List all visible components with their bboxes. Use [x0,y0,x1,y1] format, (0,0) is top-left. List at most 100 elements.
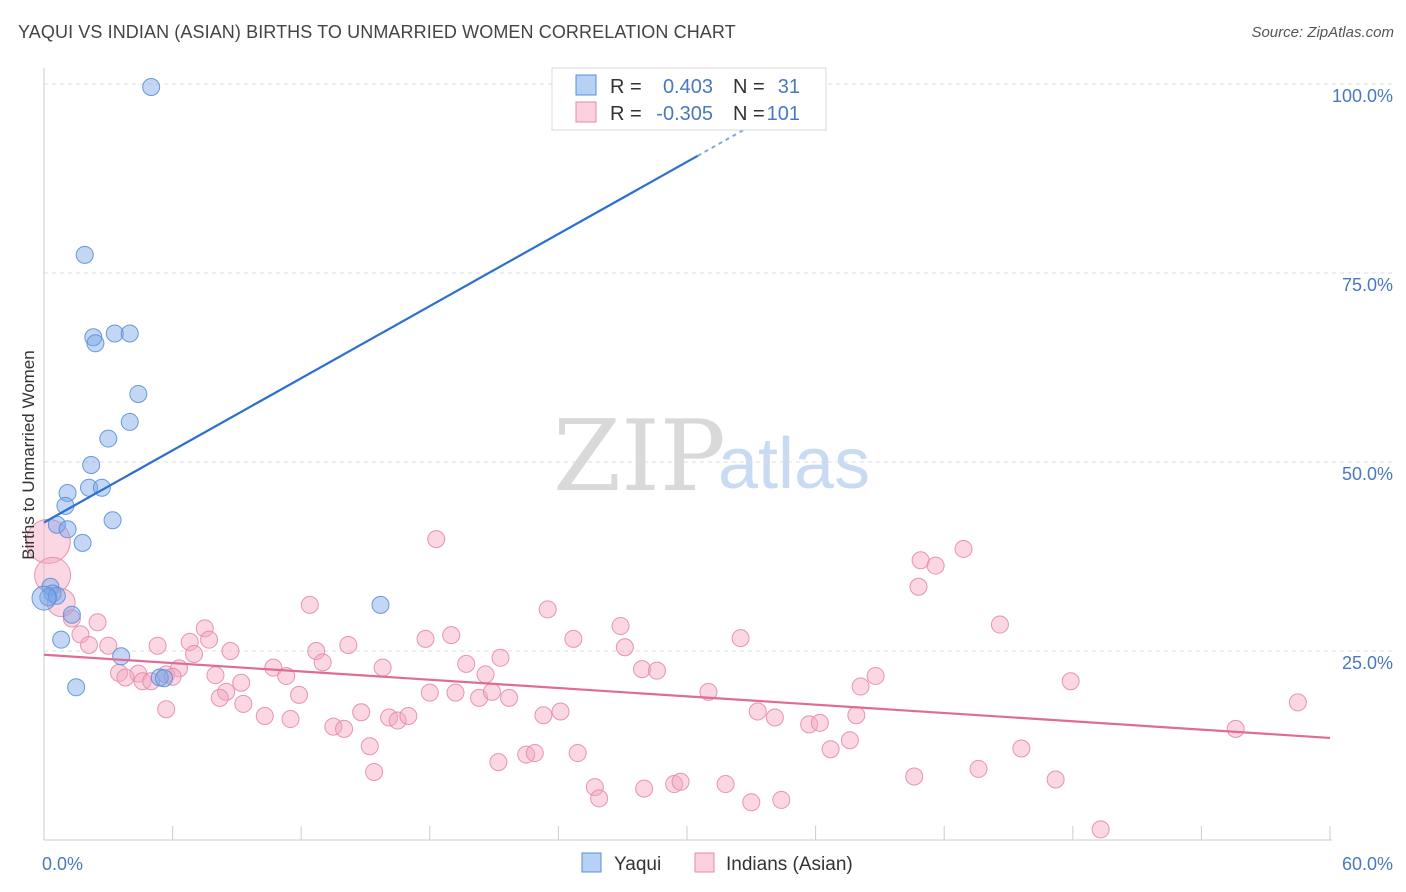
series-indians-asian [25,518,1307,839]
legend-swatch-yaqui [575,74,597,96]
trend-line-yaqui-extension [697,124,752,157]
trend-lines [43,124,1331,740]
indians-point-75 [742,793,761,812]
indians-point-97 [1226,719,1245,738]
bottom-legend-swatch-yaqui [581,852,602,873]
indians-point-54 [500,688,519,707]
yaqui-point-1 [75,245,94,264]
indians-point-1 [34,556,72,594]
tick-labels: 25.0% 50.0% 75.0% 100.0% 0.0% 60.0% [42,86,1393,874]
indians-point-37 [352,703,371,722]
indians-point-92 [990,615,1009,634]
bottom-legend-swatch-indians [694,852,715,873]
indians-point-52 [482,682,501,701]
indians-point-44 [416,629,435,648]
grid-lines [44,83,1392,652]
legend-n-value-2: 101 [767,103,800,125]
indians-point-95 [1061,672,1080,691]
indians-point-40 [373,658,392,677]
indians-point-34 [339,635,358,654]
indians-point-25 [157,700,176,719]
legend-r-value-2: -0.305 [656,103,713,125]
indians-point-11 [200,630,219,649]
legend-n-label-2: N = [733,103,765,125]
bottom-legend-label-yaqui: Yaqui [614,854,661,875]
y-axis-label: Births to Unmarried Women [19,350,38,559]
watermark-atlas: atlas [718,424,870,504]
indians-point-36 [335,719,354,738]
legend-r-label-1: R = [610,76,642,98]
indians-point-93 [1012,739,1031,758]
y-tick-label-0: 25.0% [1342,653,1393,673]
yaqui-point-6 [129,384,148,403]
yaqui-point-0 [142,78,161,97]
indians-point-94 [1046,770,1065,789]
indians-point-51 [476,665,495,684]
indians-point-60 [551,702,570,721]
legend-swatch-indians [575,101,597,123]
indians-point-12 [221,642,240,660]
indians-point-43 [399,707,418,726]
indians-point-63 [585,778,604,797]
yaqui-point-14 [103,511,122,530]
indians-point-7 [99,636,118,655]
yaqui-point-29 [371,595,390,614]
indians-point-23 [210,688,229,707]
indians-point-4 [88,613,107,632]
indians-point-38 [360,737,379,756]
indians-point-71 [671,772,690,791]
y-tick-label-2: 75.0% [1342,275,1393,295]
indians-point-3 [62,609,81,628]
yaqui-point-27 [155,669,174,688]
watermark: ZIP atlas [553,400,870,514]
y-tick-label-3: 100.0% [1332,86,1393,106]
indians-point-53 [491,648,510,667]
indians-point-17 [116,668,135,687]
indians-point-61 [564,629,583,648]
indians-point-39 [365,762,384,781]
indians-point-62 [568,744,587,763]
indians-point-90 [905,767,924,786]
indians-point-27 [281,710,300,729]
yaqui-point-25 [112,647,131,666]
indians-point-13 [185,645,204,664]
indians-point-21 [232,673,251,692]
indians-point-49 [457,654,476,673]
trend-line-yaqui [43,154,699,524]
chart-title: YAQUI VS INDIAN (ASIAN) BIRTHS TO UNMARR… [18,22,736,42]
indians-point-88 [926,556,945,575]
indians-point-68 [647,661,666,680]
source-label: Source: ZipAtlas.com [1251,24,1394,41]
indians-point-76 [748,702,767,721]
indians-point-87 [911,551,930,570]
yaqui-point-28 [67,678,86,697]
indians-point-8 [148,636,167,655]
stats-legend-frame [551,67,827,131]
indians-point-35 [324,717,343,736]
x-tick-label-1: 60.0% [1342,854,1393,874]
indians-point-26 [255,707,274,726]
yaqui-point-9 [82,456,101,475]
indians-point-77 [772,790,791,809]
indians-point-80 [810,713,829,732]
indians-point-33 [313,653,332,672]
indians-point-45 [420,683,439,702]
indians-point-83 [847,706,866,725]
yaqui-point-17 [73,533,92,552]
yaqui-point-23 [62,605,81,624]
trend-line-indians [43,653,1331,740]
indians-point-66 [615,638,634,657]
yaqui-point-24 [52,630,71,649]
indians-point-47 [442,626,461,645]
x-tick-label-0: 0.0% [42,854,83,874]
yaqui-point-16 [58,520,77,539]
indians-point-28 [264,658,283,677]
legend-n-value-1: 31 [778,76,800,98]
yaqui-point-4 [105,324,124,343]
indians-point-32 [307,642,326,660]
indians-point-69 [635,779,654,798]
indians-point-85 [866,666,885,685]
indians-point-89 [954,539,973,558]
y-tick-label-1: 50.0% [1342,464,1393,484]
